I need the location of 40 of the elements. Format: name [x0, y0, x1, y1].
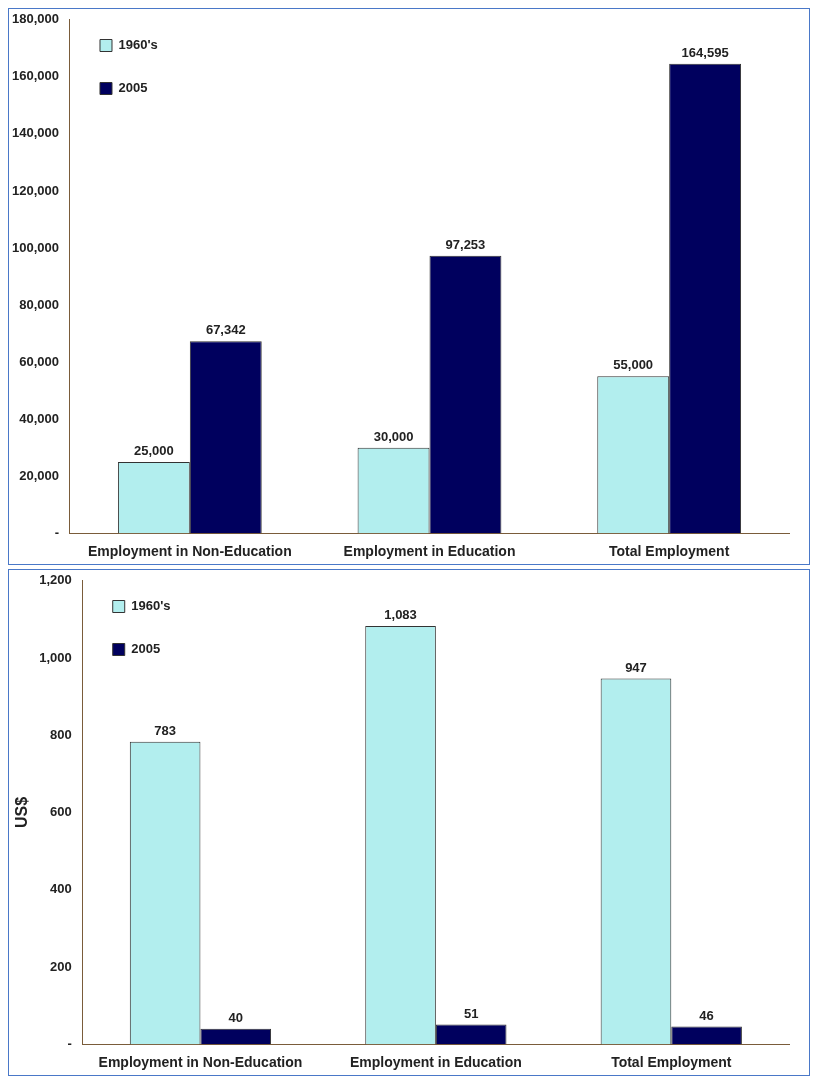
x-tick-label: Total Employment [611, 1054, 732, 1071]
y-tick-label: 180,000 [11, 11, 59, 27]
data-label: 51 [463, 1005, 479, 1021]
data-label: 947 [625, 659, 647, 675]
y-tick-label: 100,000 [11, 239, 59, 255]
y-tick-label: 800 [50, 726, 72, 742]
legend-label: 2005 [131, 641, 161, 657]
y-tick-label: 1,200 [39, 572, 72, 588]
y-tick-label: 160,000 [11, 68, 59, 84]
data-label: 25,000 [133, 442, 174, 458]
legend-label: 1960's [131, 598, 171, 614]
legend-label: 2005 [118, 80, 148, 96]
data-label: 1,083 [384, 607, 417, 623]
legend-label: 1960's [118, 37, 158, 53]
y-tick-label: 120,000 [11, 182, 59, 198]
y-tick-label: - [54, 524, 59, 540]
y-axis-title: US$ [13, 796, 31, 829]
x-tick-label: Employment in Non-Education [98, 1054, 303, 1071]
data-label: 30,000 [373, 428, 414, 444]
y-tick-label: 200 [50, 958, 72, 974]
y-tick-label: - [67, 1035, 72, 1051]
x-tick-label: Employment in Education [343, 543, 516, 560]
data-label: 40 [228, 1009, 243, 1025]
y-tick-label: 140,000 [11, 125, 59, 141]
y-tick-label: 40,000 [19, 410, 59, 426]
y-tick-label: 60,000 [19, 353, 59, 369]
y-tick-label: 600 [50, 804, 72, 820]
data-label: 164,595 [681, 44, 729, 60]
y-tick-label: 1,000 [39, 649, 72, 665]
data-label: 67,342 [205, 322, 246, 338]
y-tick-label: 20,000 [19, 467, 59, 483]
y-tick-label: 80,000 [19, 296, 59, 312]
data-label: 55,000 [613, 357, 654, 373]
x-tick-label: Employment in Non-Education [87, 543, 292, 560]
data-label: 97,253 [445, 236, 486, 252]
y-tick-label: 400 [50, 881, 72, 897]
data-label: 46 [699, 1007, 714, 1023]
data-label: 783 [154, 722, 176, 738]
x-tick-label: Employment in Education [349, 1054, 522, 1071]
x-tick-label: Total Employment [609, 543, 730, 560]
